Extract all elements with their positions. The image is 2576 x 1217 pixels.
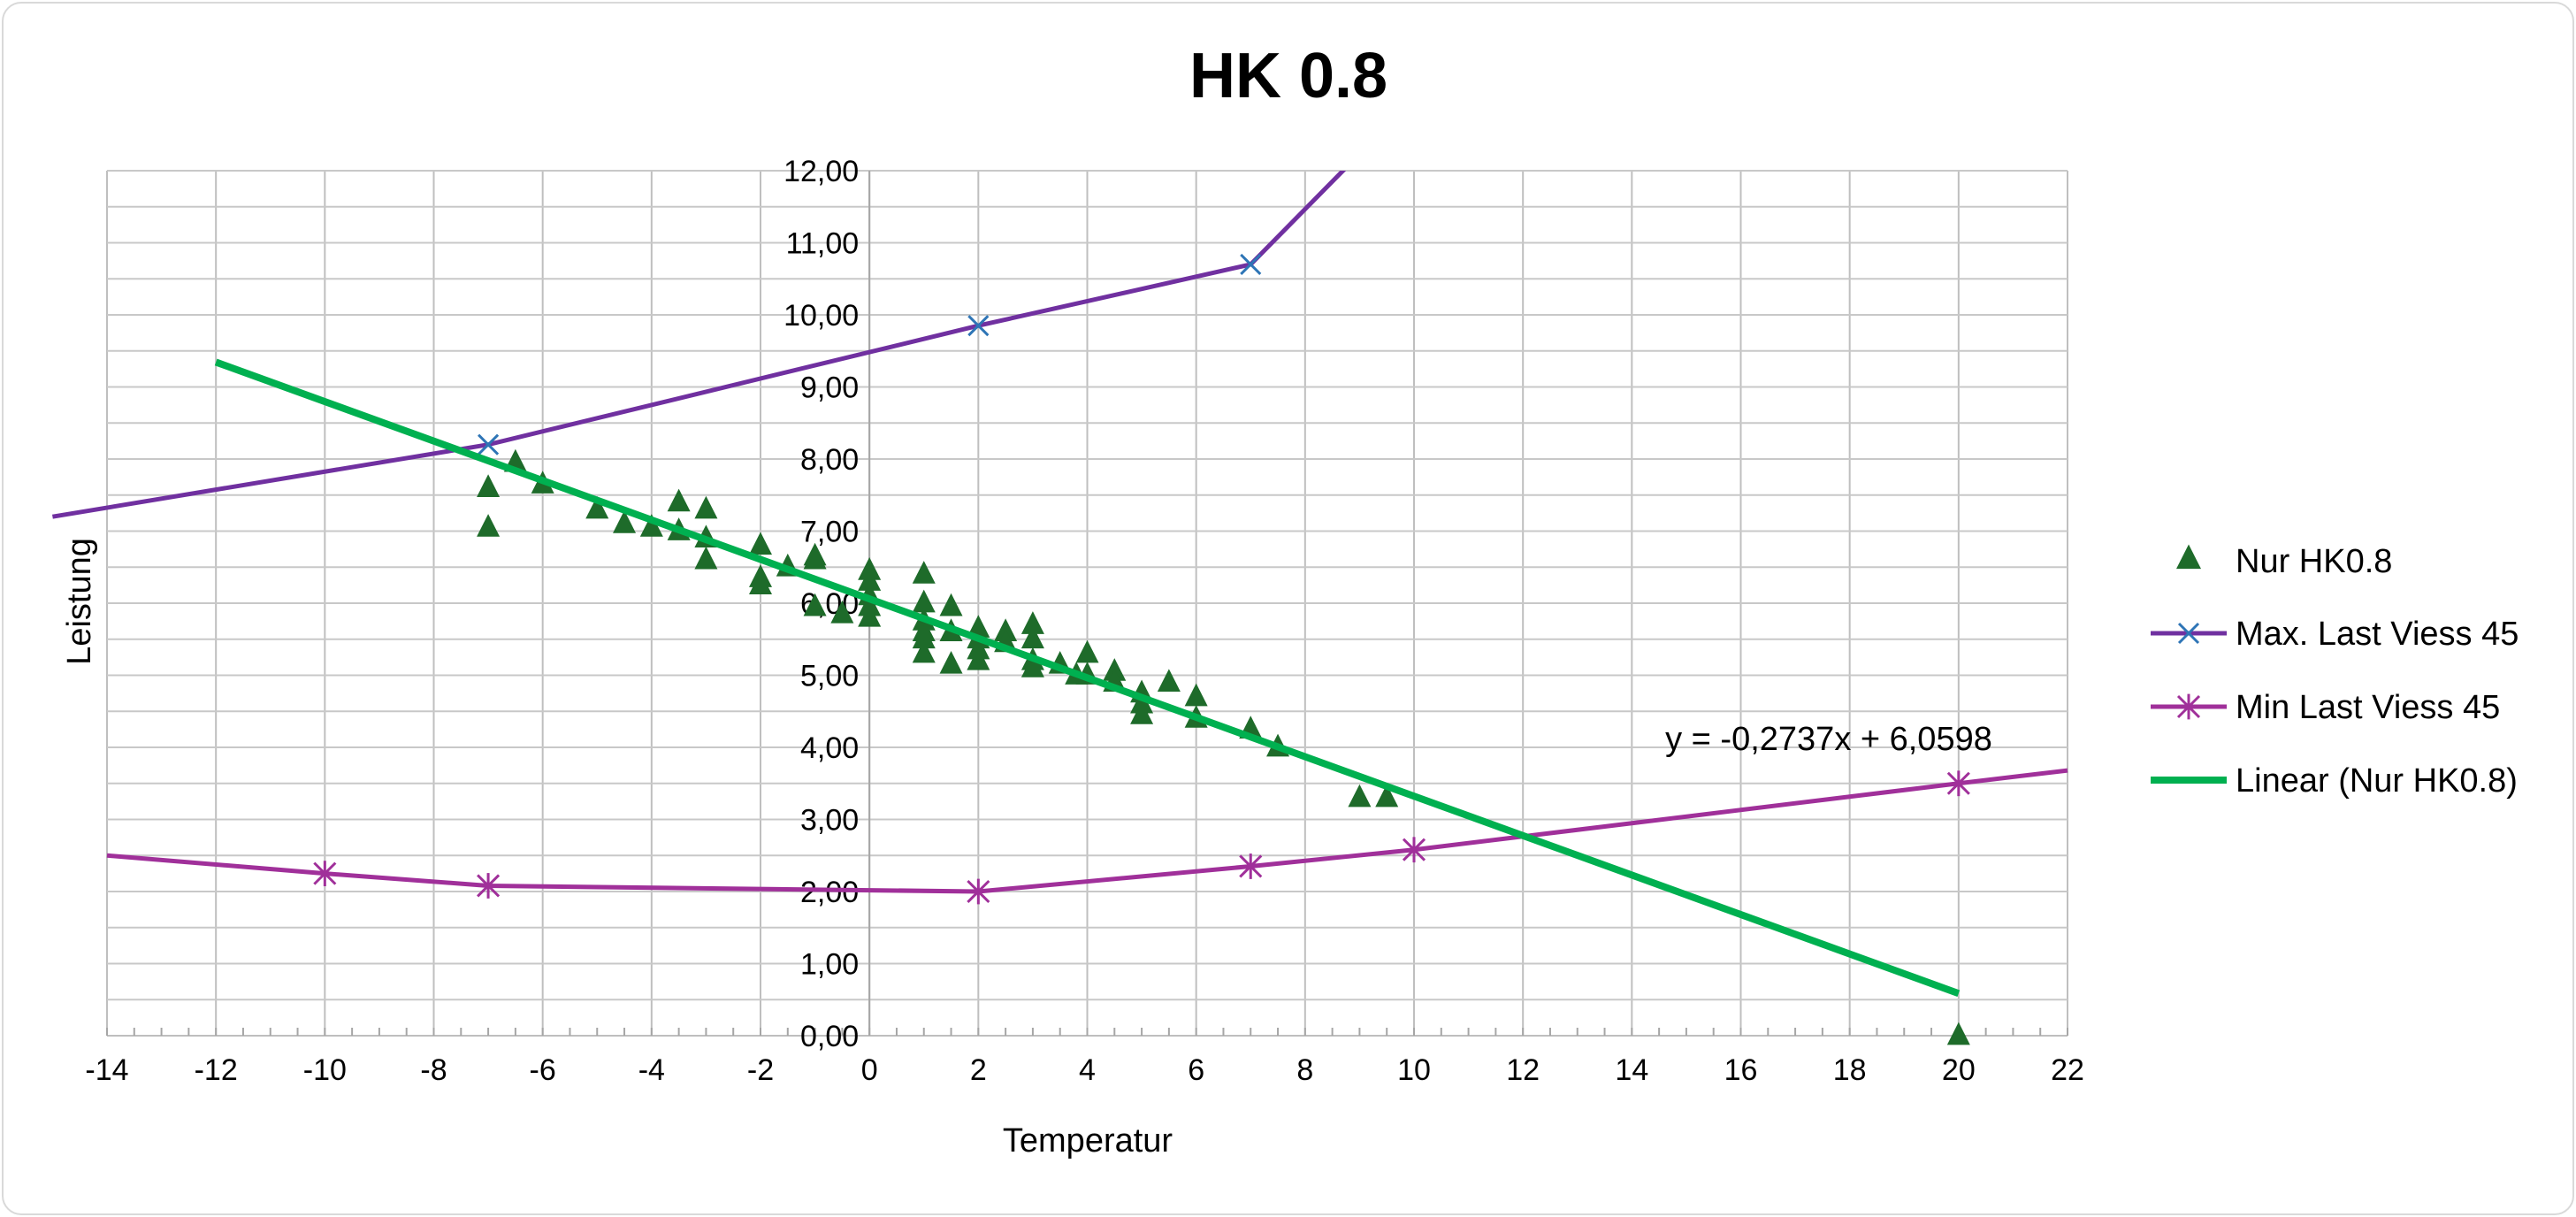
trendline (214, 358, 1961, 998)
x-tick-label: -10 (303, 1053, 347, 1087)
chart-title: HK 0.8 (1189, 41, 1387, 111)
scatter-point (749, 571, 772, 594)
max-last-point (1240, 253, 1262, 276)
scatter-point (1130, 701, 1154, 724)
min-last-point (477, 873, 501, 899)
y-tick-label: 5,00 (800, 660, 859, 693)
scatter-point (912, 625, 936, 649)
axes: -14 -12 -10 -8 -6 -4 -2 0 2 4 6 8 10 12 14 16 18 20 22 0,00… (85, 155, 2083, 1087)
scatter-point (912, 589, 936, 613)
scatter-point (1075, 639, 1099, 663)
scatter-point (1375, 784, 1399, 808)
scatter-point (912, 561, 936, 584)
legend: Nur HK0.8 Max. Last Viess 45 Min Last Vies… (2151, 543, 2519, 800)
x-tick-label: 16 (1724, 1053, 1758, 1087)
legend-label: Max. Last Viess 45 (2236, 616, 2519, 653)
min-last-point (313, 861, 337, 887)
x-tick-label: -4 (638, 1053, 665, 1087)
scatter-point (749, 532, 772, 555)
legend-label: Linear (Nur HK0.8) (2236, 762, 2518, 800)
max-last-line (52, 171, 1347, 519)
scatter-point (858, 603, 882, 627)
scatter-point (830, 600, 854, 624)
y-tick-label: 2,00 (800, 876, 859, 909)
scatter-point (694, 495, 718, 519)
legend-marker-max-last (2177, 622, 2200, 645)
scatter-point (803, 593, 827, 616)
legend-label: Min Last Viess 45 (2236, 689, 2500, 726)
gridlines (106, 170, 2068, 1037)
x-tick-label: -14 (85, 1053, 128, 1087)
legend-marker-min-last (2176, 693, 2201, 720)
x-tick-label: 2 (970, 1053, 987, 1087)
scatter-point (1946, 1022, 1970, 1045)
min-last-line (106, 768, 2068, 894)
scatter-point (613, 510, 637, 533)
scatter-point (585, 495, 609, 519)
x-tick-label: 22 (2051, 1053, 2084, 1087)
x-tick-label: 6 (1188, 1053, 1204, 1087)
series (52, 171, 2068, 1045)
x-axis-label: Temperatur (1003, 1122, 1173, 1160)
y-tick-label: 1,00 (800, 948, 859, 982)
scatter-point (939, 593, 963, 616)
y-tick-label: 9,00 (800, 371, 859, 405)
y-tick-label: 0,00 (800, 1020, 859, 1053)
x-tick-label: -2 (747, 1053, 774, 1087)
scatter-point (694, 546, 718, 570)
scatter-point (1020, 625, 1044, 649)
scatter-point (1348, 784, 1372, 808)
y-tick-label: 11,00 (786, 227, 860, 261)
scatter-point (1157, 669, 1181, 693)
scatter-point (939, 650, 963, 674)
x-tick-label: -12 (195, 1053, 238, 1087)
trendline-equation: y = -0,2737x + 6,0598 (1665, 721, 1992, 758)
legend-symbol-nur-hk08 (2176, 544, 2201, 570)
y-tick-label: 4,00 (800, 731, 859, 765)
y-tick-label: 12,00 (784, 155, 859, 188)
x-tick-label: 4 (1079, 1053, 1096, 1087)
scatter-point (967, 647, 990, 670)
max-last-point (967, 315, 990, 337)
scatter-point (858, 568, 882, 591)
scatter-point (1020, 611, 1044, 634)
scatter-point (1184, 683, 1208, 707)
min-last-point (1239, 853, 1263, 879)
x-tick-label: 18 (1833, 1053, 1867, 1087)
x-tick-label: 0 (861, 1053, 878, 1087)
scatter-point (1020, 654, 1044, 677)
x-tick-label: 14 (1615, 1053, 1648, 1087)
scatter-point (477, 474, 501, 497)
y-tick-label: 8,00 (800, 443, 859, 477)
scatter-point (639, 514, 663, 537)
legend-label: Nur HK0.8 (2236, 543, 2392, 580)
max-last-point (478, 433, 500, 455)
y-axis-label: Leistung (61, 538, 98, 665)
y-tick-label: 3,00 (800, 804, 859, 838)
scatter-point (803, 546, 827, 570)
min-last-point (1946, 770, 1970, 797)
y-tick-label: 7,00 (800, 516, 859, 549)
x-tick-label: 10 (1397, 1053, 1431, 1087)
scatter-point (912, 639, 936, 663)
x-tick-label: 20 (1942, 1053, 1976, 1087)
scatter-point (477, 514, 501, 537)
x-tick-label: 8 (1296, 1053, 1313, 1087)
x-tick-label: 12 (1506, 1053, 1540, 1087)
x-tick-label: -8 (420, 1053, 447, 1087)
y-tick-label: 10,00 (784, 299, 859, 333)
min-last-point (967, 878, 990, 905)
scatter-point (667, 488, 691, 512)
min-last-point (1402, 837, 1426, 863)
x-tick-label: -6 (530, 1053, 556, 1087)
